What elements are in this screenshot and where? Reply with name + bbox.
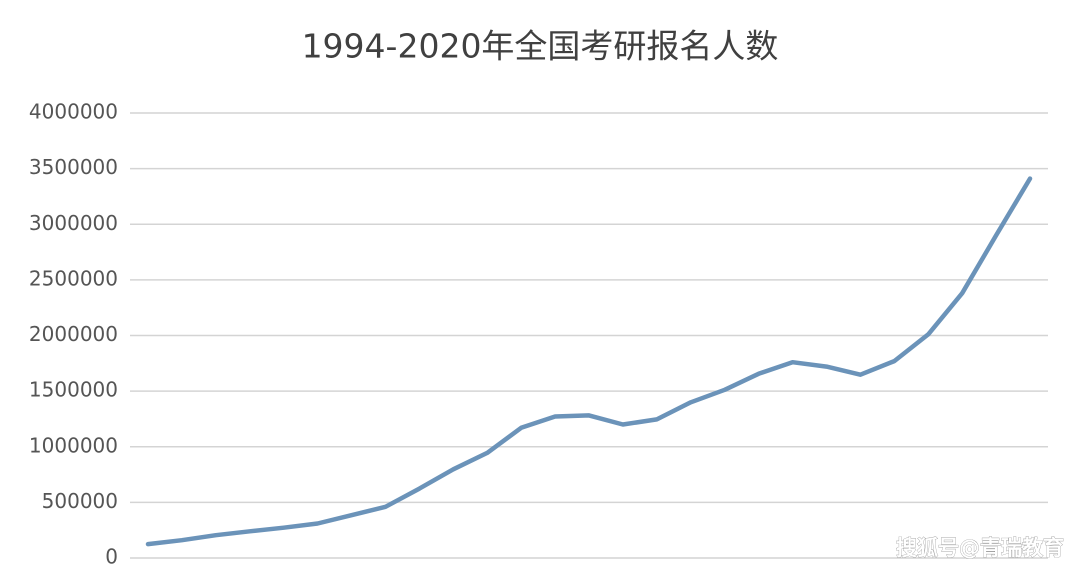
y-tick-label: 1000000 <box>29 433 118 457</box>
y-tick-label: 3000000 <box>29 211 118 235</box>
chart-title: 1994-2020年全国考研报名人数 <box>302 27 779 66</box>
y-tick-label: 1500000 <box>29 378 118 402</box>
y-tick-label: 3500000 <box>29 155 118 179</box>
y-tick-label: 4000000 <box>29 100 118 124</box>
watermark: 搜狐号@青瑞教育 <box>896 536 1064 560</box>
y-tick-label: 0 <box>105 545 118 569</box>
y-tick-label: 500000 <box>42 489 118 513</box>
data-line <box>145 176 1033 547</box>
y-tick-label: 2000000 <box>29 322 118 346</box>
y-tick-label: 2500000 <box>29 266 118 290</box>
